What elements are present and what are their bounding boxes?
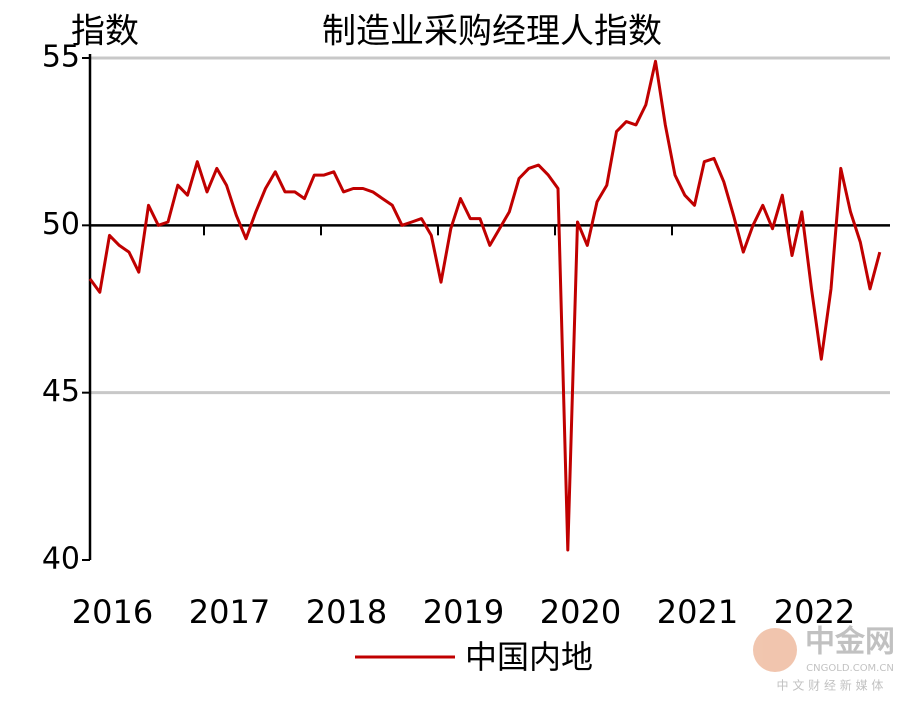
y-tick-label: 55 — [42, 40, 80, 75]
watermark-slogan: 中 文 财 经 新 媒 体 — [777, 678, 884, 693]
y-axis-label: 指数 — [71, 12, 139, 52]
x-tick-label: 2020 — [540, 593, 621, 631]
y-tick-label: 45 — [42, 374, 80, 409]
legend-label: 中国内地 — [465, 638, 593, 676]
y-tick-label: 40 — [42, 542, 80, 577]
x-tick-label: 2016 — [72, 593, 153, 631]
x-tick-label: 2018 — [306, 593, 387, 631]
watermark-name: 中金网 — [805, 625, 895, 660]
x-tick-label: 2019 — [423, 593, 504, 631]
watermark-site: CNGOLD.COM.CN — [806, 663, 894, 674]
chart-title: 制造业采购经理人指数 — [322, 12, 662, 52]
series-line — [88, 59, 882, 552]
watermark: 中金网 CNGOLD.COM.CN 中 文 财 经 新 媒 体 — [753, 625, 895, 693]
y-tick-label: 50 — [42, 207, 80, 242]
watermark-logo — [753, 628, 797, 672]
x-tick-label: 2021 — [657, 593, 738, 631]
x-tick-label: 2017 — [189, 593, 270, 631]
x-tick-label: 2022 — [774, 593, 855, 631]
